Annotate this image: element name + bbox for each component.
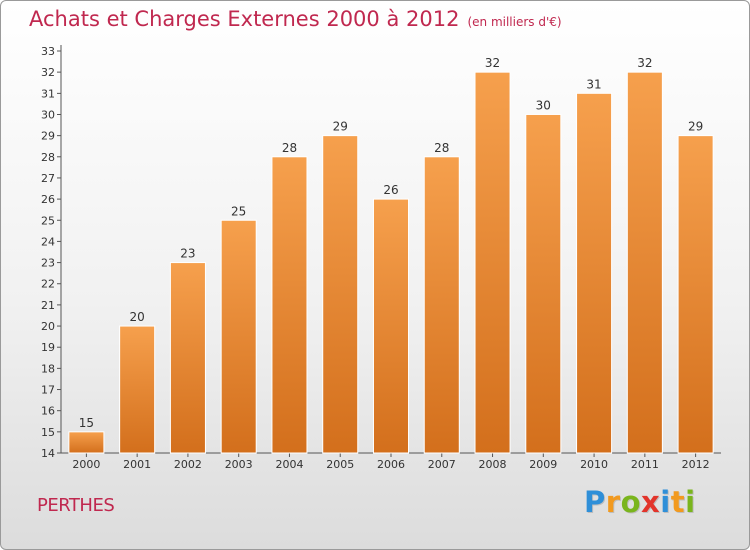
logo-letter: r (605, 485, 621, 519)
bar-2011 (626, 71, 663, 454)
y-tick-label: 32 (41, 66, 55, 79)
y-tick-label: 29 (41, 130, 55, 143)
y-tick-label: 26 (41, 193, 55, 206)
title-text: Achats et Charges Externes 2000 à 2012 (29, 7, 460, 31)
x-tick-label: 2009 (529, 458, 557, 471)
bar-2007 (423, 156, 460, 454)
bar-2006 (372, 198, 410, 454)
value-label-2008: 32 (485, 56, 500, 70)
x-tick-label: 2006 (377, 458, 405, 471)
bar-2001 (119, 325, 156, 454)
y-tick-label: 14 (41, 447, 55, 460)
chart-title: Achats et Charges Externes 2000 à 2012 (e… (29, 7, 562, 31)
unit-text: (en milliers d'€) (467, 15, 562, 29)
x-tick-label: 2000 (72, 458, 100, 471)
bar-2004 (271, 156, 308, 454)
proxiti-logo: Proxiti (584, 485, 696, 519)
y-tick-label: 28 (41, 151, 55, 164)
logo-letter: t (670, 485, 686, 519)
value-label-2004: 28 (282, 141, 297, 155)
y-tick-label: 22 (41, 278, 55, 291)
bar-2008 (474, 71, 511, 454)
value-label-2005: 29 (333, 120, 348, 134)
x-tick-label: 2012 (682, 458, 710, 471)
y-tick-label: 15 (41, 426, 55, 439)
value-label-2010: 31 (586, 77, 601, 91)
value-label-2012: 29 (688, 120, 703, 134)
y-tick-label: 25 (41, 214, 55, 227)
x-tick-label: 2003 (225, 458, 253, 471)
value-label-2000: 15 (79, 416, 94, 430)
x-tick-label: 2007 (428, 458, 456, 471)
x-tick-label: 2001 (123, 458, 151, 471)
value-label-2006: 26 (383, 183, 398, 197)
bar-2010 (576, 92, 613, 454)
logo-letter: i (685, 485, 696, 519)
y-tick-label: 18 (41, 362, 55, 375)
x-tick-label: 2005 (326, 458, 354, 471)
x-tick-label: 2008 (479, 458, 507, 471)
x-tick-label: 2004 (275, 458, 303, 471)
x-tick-label: 2002 (174, 458, 202, 471)
bar-2000 (68, 431, 105, 454)
x-tick-label: 2011 (631, 458, 659, 471)
y-tick-label: 23 (41, 257, 55, 270)
bar-2003 (220, 219, 257, 454)
y-tick-label: 17 (41, 384, 55, 397)
y-tick-label: 24 (41, 235, 55, 248)
y-tick-label: 21 (41, 299, 55, 312)
bar-2002 (169, 262, 206, 454)
logo-letter: x (641, 485, 661, 519)
bar-2005 (322, 135, 359, 454)
value-label-2002: 23 (180, 247, 195, 261)
value-labels: 15 20 23 25 28 29 26 28 32 30 31 32 29 (79, 56, 704, 430)
bar-2009 (525, 113, 562, 454)
place-name: PERTHES (37, 495, 115, 516)
value-label-2011: 32 (637, 56, 652, 70)
y-tick-label: 33 (41, 45, 55, 58)
value-label-2001: 20 (130, 310, 145, 324)
x-tick-label: 2010 (580, 458, 608, 471)
y-tick-label: 31 (41, 87, 55, 100)
value-label-2003: 25 (231, 204, 246, 218)
axes: 14 15 16 17 18 19 20 21 22 23 24 25 26 27 28 29 30 31 32 33… (41, 45, 721, 471)
value-label-2007: 28 (434, 141, 449, 155)
y-tick-label: 19 (41, 341, 55, 354)
y-tick-label: 30 (41, 108, 55, 121)
y-tick-label: 27 (41, 172, 55, 185)
y-tick-label: 20 (41, 320, 55, 333)
logo-letter: P (584, 485, 606, 519)
bar-2012 (677, 135, 714, 454)
logo-letter: o (620, 485, 642, 519)
bars (68, 71, 714, 454)
logo-letter: i (660, 485, 671, 519)
value-label-2009: 30 (536, 98, 551, 112)
y-tick-label: 16 (41, 405, 55, 418)
